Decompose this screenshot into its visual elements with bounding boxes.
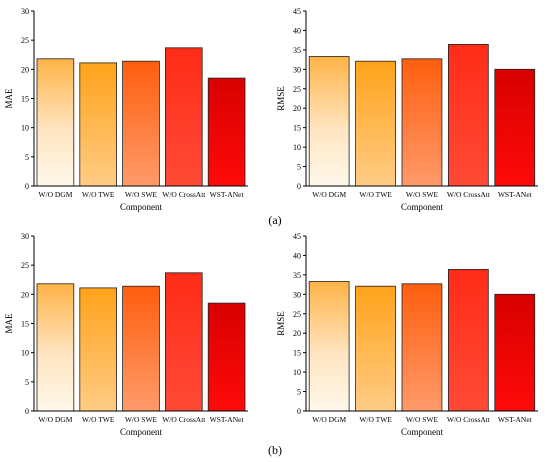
y-axis-label: MAE: [4, 88, 14, 109]
x-tick-label-2: W/O SWE: [406, 415, 439, 424]
x-tick-label-3: W/O CrossAtt: [162, 415, 206, 424]
x-axis-label: Component: [401, 427, 443, 437]
y-tick-label-0: 0: [25, 407, 29, 416]
x-tick-label-1: W/O TWE: [359, 190, 392, 199]
y-tick-label-0: 0: [297, 407, 301, 416]
bar-3-4: [494, 293, 536, 412]
bar-1-3: [447, 44, 489, 187]
y-tick-label-6: 30: [21, 7, 29, 16]
x-tick-label-3: W/O CrossAtt: [447, 415, 491, 424]
figure-label-b: (b): [268, 443, 282, 457]
bar-2-0: [36, 283, 75, 412]
bar-0-0: [36, 58, 75, 187]
x-tick-label-1: W/O TWE: [82, 190, 115, 199]
y-axis-label: MAE: [4, 313, 14, 334]
chart-a-mae: 0 5 10 15 20 25 30 W/O DGM W/O TWE W/O SWE W/O Cro…: [4, 7, 248, 212]
y-tick-label-6: 30: [293, 65, 301, 74]
figure-label-a: (a): [268, 213, 281, 227]
bar-0-3: [164, 47, 203, 187]
x-axis-label: Component: [401, 202, 443, 212]
x-tick-label-1: W/O TWE: [359, 415, 392, 424]
y-tick-label-2: 10: [293, 143, 301, 152]
y-tick-label-2: 10: [21, 124, 29, 133]
x-tick-label-4: WST-ANet: [498, 190, 533, 199]
x-tick-label-1: W/O TWE: [82, 415, 115, 424]
y-tick-label-2: 10: [21, 349, 29, 358]
x-tick-label-0: W/O DGM: [312, 415, 346, 424]
y-tick-label-7: 35: [293, 271, 301, 280]
y-tick-label-2: 10: [293, 368, 301, 377]
bar-0-2: [122, 60, 160, 187]
x-axis-label: Component: [120, 427, 162, 437]
x-tick-label-4: WST-ANet: [498, 415, 533, 424]
y-tick-label-8: 40: [293, 26, 301, 35]
y-tick-label-6: 30: [21, 232, 29, 241]
x-tick-label-0: W/O DGM: [312, 190, 346, 199]
y-tick-label-5: 25: [21, 36, 29, 45]
x-tick-label-2: W/O SWE: [125, 190, 158, 199]
y-tick-label-5: 25: [293, 310, 301, 319]
y-tick-label-5: 25: [293, 85, 301, 94]
bar-3-3: [447, 268, 489, 412]
x-tick-label-3: W/O CrossAtt: [447, 190, 491, 199]
bar-3-0: [308, 281, 350, 412]
bar-3-1: [355, 285, 396, 412]
bar-1-4: [494, 68, 536, 187]
y-tick-label-6: 30: [293, 290, 301, 299]
x-tick-label-2: W/O SWE: [406, 190, 439, 199]
y-tick-label-1: 5: [297, 388, 301, 397]
y-tick-label-9: 45: [293, 7, 301, 16]
bar-0-4: [207, 77, 246, 187]
y-tick-label-8: 40: [293, 251, 301, 260]
y-tick-label-3: 15: [293, 349, 301, 358]
y-tick-label-3: 15: [21, 95, 29, 104]
y-tick-label-3: 15: [293, 124, 301, 133]
y-axis-label: RMSE: [276, 86, 286, 111]
y-tick-label-1: 5: [297, 163, 301, 172]
bar-2-2: [122, 285, 160, 412]
y-tick-label-0: 0: [25, 182, 29, 191]
y-tick-label-1: 5: [25, 153, 29, 162]
y-tick-label-9: 45: [293, 232, 301, 241]
y-tick-label-4: 20: [21, 290, 29, 299]
x-tick-label-0: W/O DGM: [38, 190, 72, 199]
bar-1-2: [401, 58, 443, 187]
y-tick-label-1: 5: [25, 378, 29, 387]
chart-b-mae: 0 5 10 15 20 25 30 W/O DGM W/O TWE W/O SWE W/O Cro…: [4, 232, 248, 437]
chart-b-rmse: 0 5 10 15 20 25 30 35 40 45 W/O DGM W/O TWE W/O SWE W…: [276, 232, 538, 437]
bar-1-1: [355, 60, 396, 187]
chart-a-rmse: 0 5 10 15 20 25 30 35 40 45 W/O DGM W/O TWE W/O SWE W…: [276, 7, 538, 212]
x-tick-label-2: W/O SWE: [125, 415, 158, 424]
x-tick-label-4: WST-ANet: [210, 415, 245, 424]
bar-0-1: [79, 62, 118, 187]
y-tick-label-3: 15: [21, 320, 29, 329]
bar-3-2: [401, 283, 443, 412]
x-tick-label-4: WST-ANet: [210, 190, 245, 199]
y-tick-label-7: 35: [293, 46, 301, 55]
y-tick-label-5: 25: [21, 261, 29, 270]
x-tick-label-0: W/O DGM: [38, 415, 72, 424]
y-tick-label-4: 20: [21, 65, 29, 74]
y-tick-label-0: 0: [297, 182, 301, 191]
bar-2-4: [207, 302, 246, 412]
bar-2-1: [79, 287, 118, 412]
y-tick-label-4: 20: [293, 329, 301, 338]
y-tick-label-4: 20: [293, 104, 301, 113]
x-tick-label-3: W/O CrossAtt: [162, 190, 206, 199]
bar-2-3: [164, 272, 203, 412]
bar-1-0: [308, 56, 350, 187]
x-axis-label: Component: [120, 202, 162, 212]
y-axis-label: RMSE: [276, 311, 286, 336]
